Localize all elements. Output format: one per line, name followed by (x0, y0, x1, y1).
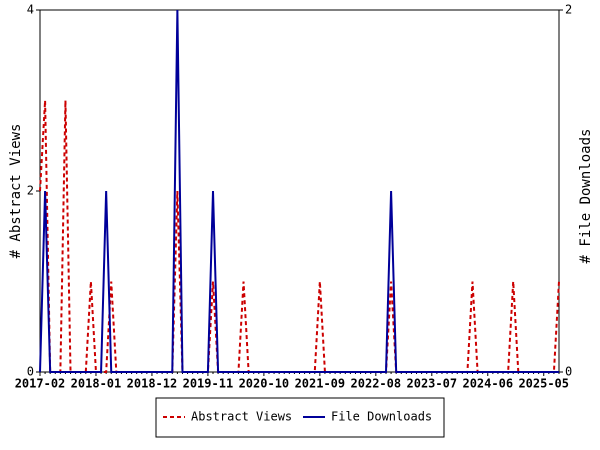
x-tick-label: 2024-06 (462, 377, 513, 391)
legend-label: File Downloads (331, 410, 432, 424)
x-tick-label: 2019-11 (183, 377, 234, 391)
x-tick-label: 2023-07 (407, 377, 458, 391)
y2-tick-label: 0 (565, 365, 572, 379)
x-tick-label: 2018-01 (71, 377, 122, 391)
y-tick-label: 0 (27, 365, 34, 379)
legend-box (155, 397, 445, 438)
series-line (39, 100, 560, 373)
x-tick-label: 2017-02 (15, 377, 66, 391)
y2-axis-title: # File Downloads (578, 129, 594, 264)
y-tick-label: 4 (27, 3, 34, 17)
x-tick-label: 2025-05 (518, 377, 569, 391)
plot-frame (39, 9, 560, 373)
y-axis-title: # Abstract Views (8, 124, 24, 259)
y2-tick-label: 2 (565, 3, 572, 17)
series-line (39, 9, 559, 373)
y-tick-label: 2 (27, 184, 34, 198)
x-tick-label: 2018-12 (127, 377, 178, 391)
x-tick-label: 2022-08 (351, 377, 402, 391)
legend-label: Abstract Views (191, 410, 292, 424)
x-tick-label: 2021-09 (295, 377, 346, 391)
x-tick-label: 2020-10 (239, 377, 290, 391)
